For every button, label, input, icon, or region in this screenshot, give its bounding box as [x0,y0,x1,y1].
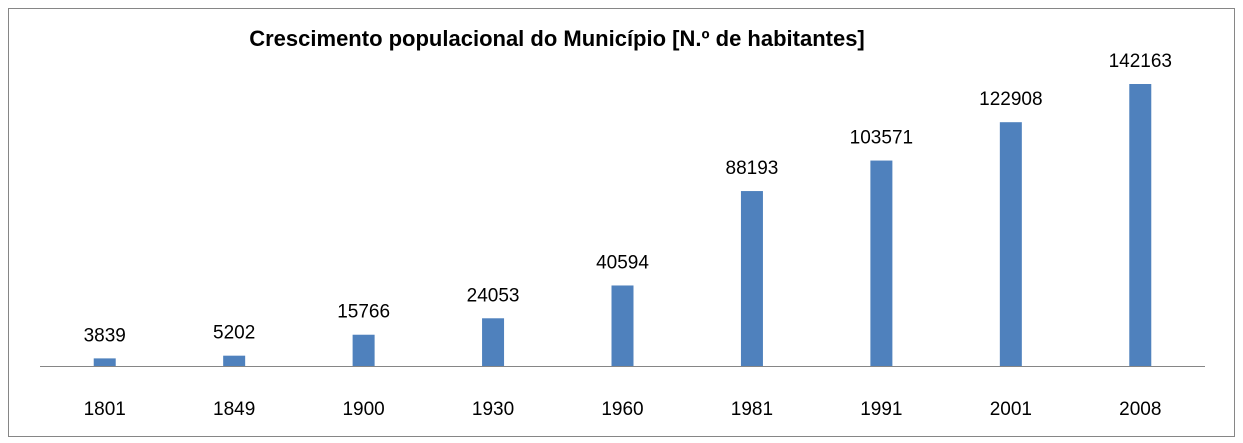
x-tick-label: 1981 [731,399,773,420]
x-tick-label: 2001 [990,399,1032,420]
bar [1129,84,1152,366]
data-label: 3839 [84,325,126,346]
data-label: 88193 [726,158,779,179]
bar [870,160,893,366]
bar [611,285,634,366]
x-tick-label: 1991 [860,399,902,420]
data-label: 142163 [1109,51,1172,72]
data-label: 5202 [213,323,255,344]
x-tick-label: 1801 [84,399,126,420]
data-label: 103571 [850,128,913,149]
x-tick-label: 1930 [472,399,514,420]
bar [93,358,116,366]
data-label: 15766 [337,302,390,323]
data-label: 40594 [596,252,649,273]
x-tick-label: 1960 [601,399,643,420]
data-label: 122908 [979,89,1042,110]
chart-border [8,8,1235,437]
bar [352,334,375,366]
data-label: 24053 [467,285,520,306]
x-tick-label: 1849 [213,399,255,420]
bar [223,355,246,366]
x-tick-label: 2008 [1119,399,1161,420]
bar [999,122,1022,366]
chart-title: Crescimento populacional do Município [N… [249,26,865,51]
x-tick-label: 1900 [342,399,384,420]
bar [482,318,505,366]
bar [740,191,763,366]
